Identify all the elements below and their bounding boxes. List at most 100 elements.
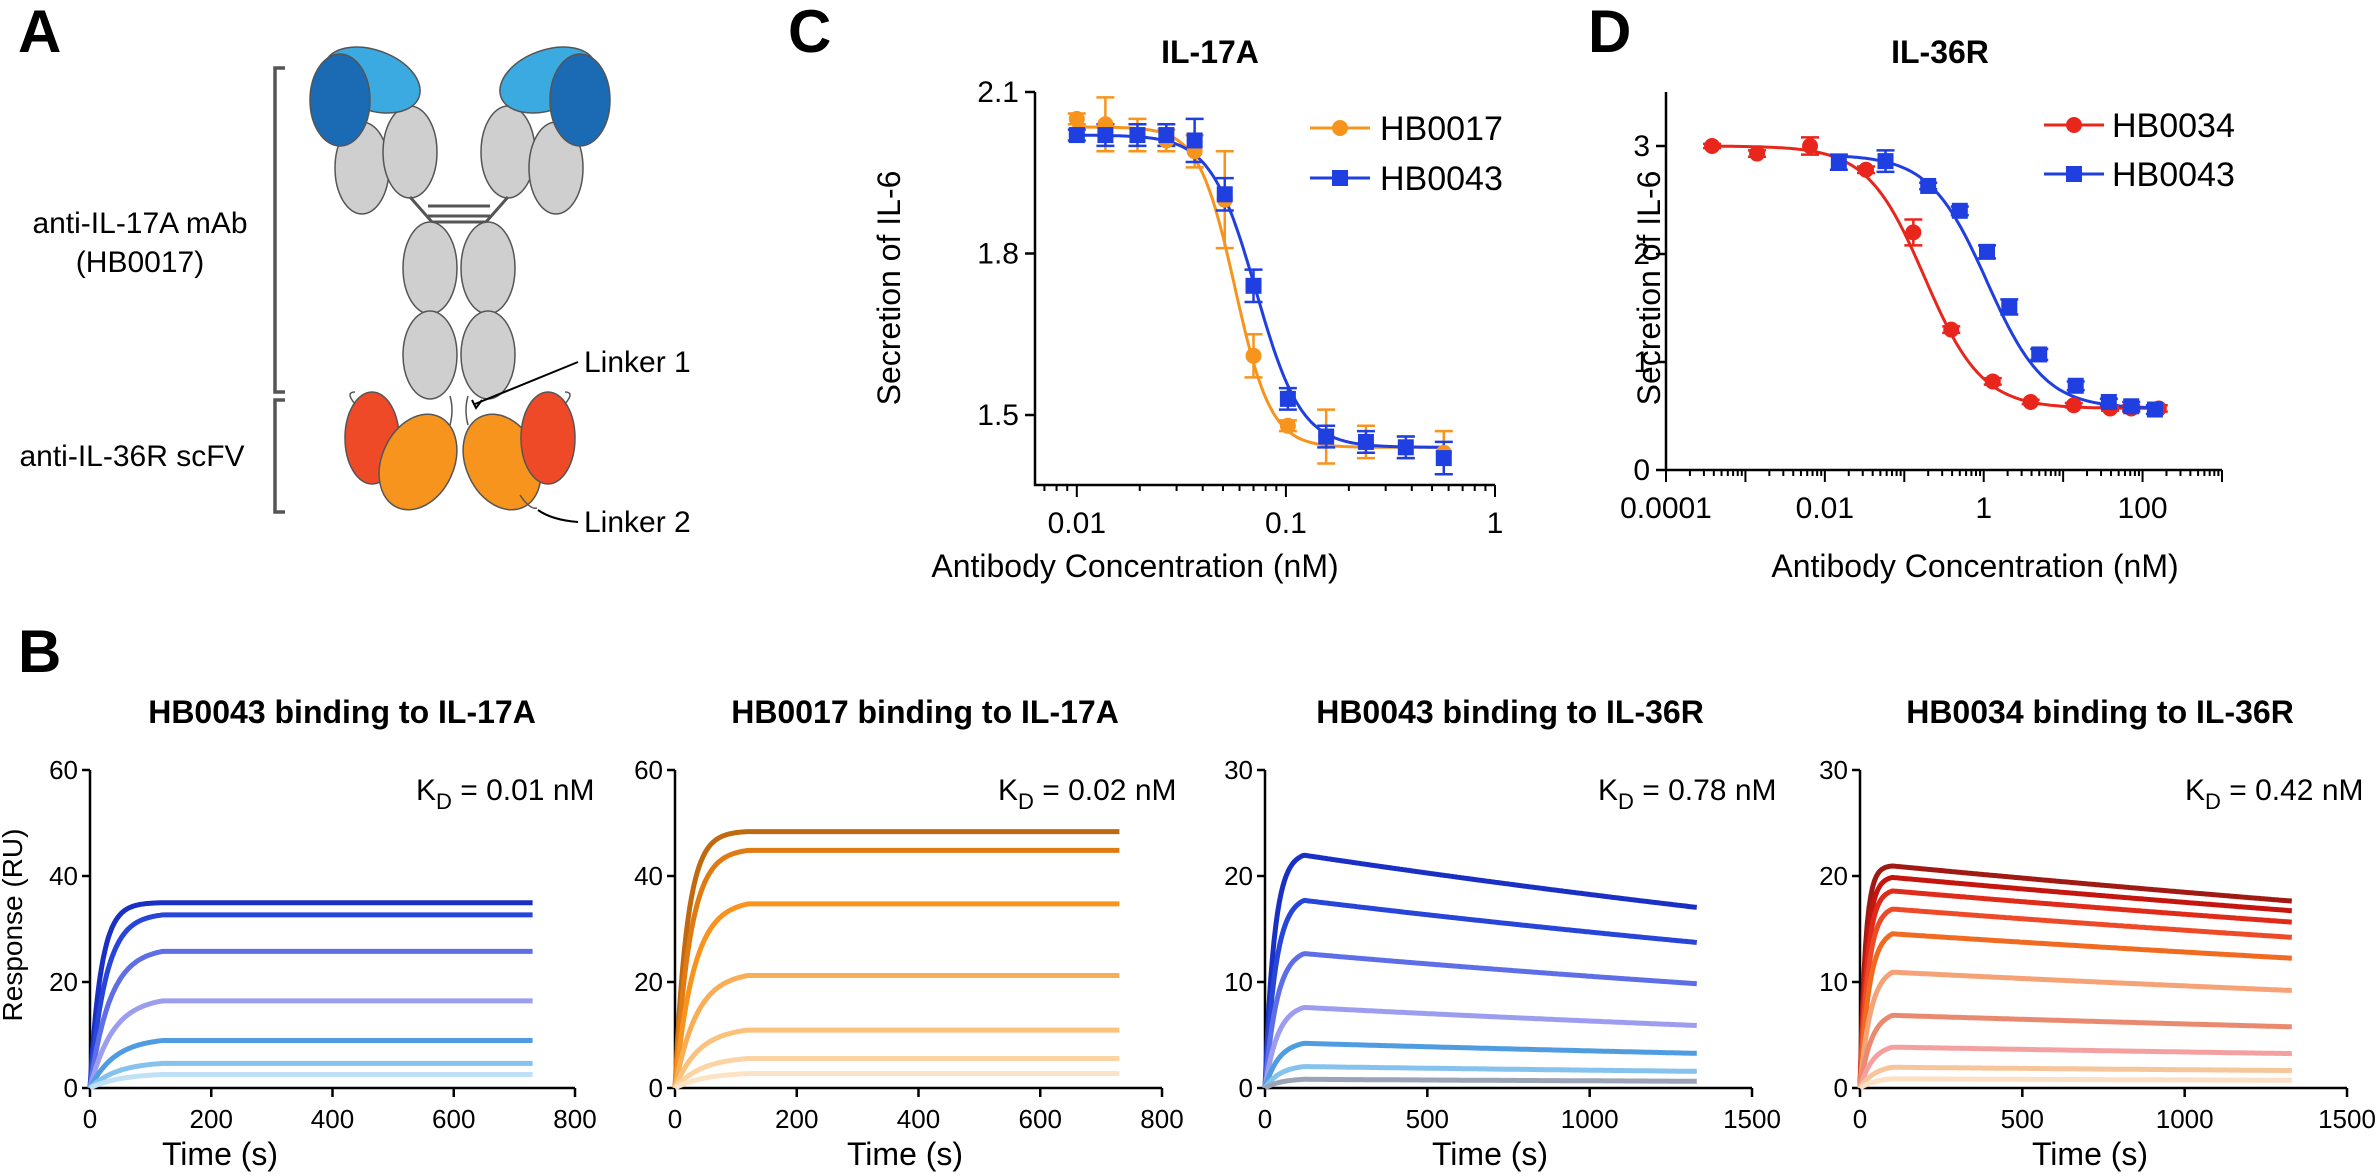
chart-c-points xyxy=(1068,110,1452,467)
y-tick-label: 60 xyxy=(49,755,78,785)
sensorgram-curve-6 xyxy=(673,1056,1120,1090)
x-tick-label: 0 xyxy=(1258,1104,1272,1134)
legend-marker-hb0043-d xyxy=(2066,166,2082,182)
chart-c-xlabel: Antibody Concentration (nM) xyxy=(931,548,1338,584)
chart-d: IL-36R Antibody Concentration (nM) Secre… xyxy=(1620,34,2235,584)
sensorgram-curve-2 xyxy=(672,847,1120,1089)
linker1-path xyxy=(449,395,469,426)
chart-b4-curves xyxy=(1857,863,2293,1091)
chart-b2-xlabel: Time (s) xyxy=(847,1136,963,1172)
linker2-loop-left xyxy=(349,391,356,405)
chart-b1-title: HB0043 binding to IL-17A xyxy=(148,694,536,730)
x-tick-label: 1500 xyxy=(2318,1104,2376,1134)
sensorgram-curve-7 xyxy=(673,1071,1120,1091)
y-tick-label: 0 xyxy=(649,1073,663,1103)
linker2-loop-right xyxy=(564,391,571,405)
x-tick-label: 400 xyxy=(897,1104,940,1134)
y-tick-label: 20 xyxy=(49,967,78,997)
y-tick-label: 1.5 xyxy=(977,399,1019,432)
legend-marker-hb0043 xyxy=(1332,170,1348,186)
data-point-hb0043 xyxy=(1158,127,1175,144)
fab-heavy-right xyxy=(480,105,536,199)
sensorgram-curve-5 xyxy=(672,1027,1120,1089)
legend-marker-hb0017 xyxy=(1332,120,1348,136)
sensorgram-curve-7 xyxy=(1857,1012,2293,1089)
data-point-hb0043 xyxy=(1877,153,1894,170)
chart-c-ticks: 1.5 1.8 2.1 0.01 0.1 1 xyxy=(977,76,1503,540)
x-tick-label: 0.01 xyxy=(1048,507,1106,540)
chart-b2-kd: KD = 0.02 nM xyxy=(998,774,1177,814)
y-tick-label: 0 xyxy=(1633,454,1650,487)
x-tick-label: 0.1 xyxy=(1265,507,1307,540)
sensorgram-curve-7 xyxy=(1263,1076,1698,1091)
linker1-label: Linker 1 xyxy=(584,346,691,379)
x-tick-label: 1000 xyxy=(2156,1104,2214,1134)
x-tick-label: 0 xyxy=(668,1104,682,1134)
x-tick-label: 0.01 xyxy=(1796,492,1854,525)
legend-label-hb0043-d: HB0043 xyxy=(2112,156,2235,194)
linker2-label: Linker 2 xyxy=(584,506,691,539)
axis-lines xyxy=(1263,770,1752,1090)
y-tick-label: 0 xyxy=(64,1073,78,1103)
data-point-hb0043 xyxy=(1397,439,1414,456)
data-point-hb0043 xyxy=(2100,393,2117,410)
data-point-hb0043 xyxy=(1097,127,1114,144)
y-tick-label: 10 xyxy=(1224,967,1253,997)
legend-marker-hb0034 xyxy=(2066,117,2082,133)
chart-c-legend: HB0017 HB0043 xyxy=(1310,110,1503,198)
sensorgram-curve-3 xyxy=(87,948,534,1089)
data-point-hb0043 xyxy=(2001,298,2018,315)
y-tick-label: 3 xyxy=(1633,130,1650,163)
axis-lines xyxy=(1033,92,1495,487)
chart-b4-kd: KD = 0.42 nM xyxy=(2185,774,2364,814)
hinge-bonds xyxy=(428,204,490,218)
x-tick-label: 0 xyxy=(83,1104,97,1134)
y-tick-label: 20 xyxy=(1224,861,1253,891)
chart-b3-xlabel: Time (s) xyxy=(1432,1136,1548,1172)
y-tick-label: 40 xyxy=(634,861,663,891)
scfv-vh-left xyxy=(378,413,458,511)
y-tick-label: 20 xyxy=(1819,861,1848,891)
fit-curve-hb0043 xyxy=(1837,154,2157,410)
panel-letter-b: B xyxy=(18,618,61,685)
x-tick-label: 1 xyxy=(1487,507,1504,540)
chart-b1: HB0043 binding to IL-17A Time (s) Respon… xyxy=(0,694,597,1172)
chart-b2-curves xyxy=(672,829,1120,1091)
data-point-hb0043 xyxy=(1245,277,1262,294)
scfv-label: anti-IL-36R scFV xyxy=(19,440,244,473)
data-point-hb0043 xyxy=(1979,243,1996,260)
fc-ch2-right xyxy=(460,221,516,315)
chart-b2: HB0017 binding to IL-17A Time (s) KD = 0… xyxy=(634,694,1184,1172)
data-point-hb0043 xyxy=(1216,186,1233,203)
data-point-hb0043 xyxy=(2067,377,2084,394)
data-point-hb0043 xyxy=(1920,177,1937,194)
x-tick-label: 200 xyxy=(775,1104,818,1134)
y-tick-label: 1.8 xyxy=(977,238,1019,271)
data-point-hb0017 xyxy=(1279,417,1296,434)
data-point-hb0034 xyxy=(1984,373,2001,390)
y-tick-label: 30 xyxy=(1819,755,1848,785)
y-tick-label: 60 xyxy=(634,755,663,785)
y-tick-label: 1 xyxy=(1633,346,1650,379)
hinge-top xyxy=(408,196,510,224)
chart-d-xlabel: Antibody Concentration (nM) xyxy=(1771,548,2178,584)
panel-letter-c: C xyxy=(788,0,831,65)
chart-b3-title: HB0043 binding to IL-36R xyxy=(1316,694,1704,730)
data-point-hb0034 xyxy=(1943,321,1960,338)
chart-b3: HB0043 binding to IL-36R Time (s) KD = 0… xyxy=(1224,694,1781,1172)
mab-bracket xyxy=(273,66,285,394)
data-point-hb0043 xyxy=(1279,390,1296,407)
chart-d-ylabel: Secretion of IL-6 xyxy=(1631,171,1667,406)
x-tick-label: 100 xyxy=(2118,492,2168,525)
x-tick-label: 500 xyxy=(1406,1104,1449,1134)
sensorgram-curve-1 xyxy=(672,829,1120,1089)
chart-b2-title: HB0017 binding to IL-17A xyxy=(731,694,1119,730)
chart-d-points xyxy=(1704,138,2167,418)
data-point-hb0034 xyxy=(1704,138,1721,154)
x-tick-label: 800 xyxy=(1140,1104,1183,1134)
sensorgram-curve-4 xyxy=(87,998,534,1089)
data-point-hb0043 xyxy=(1830,154,1847,171)
legend-label-hb0017: HB0017 xyxy=(1380,110,1503,148)
